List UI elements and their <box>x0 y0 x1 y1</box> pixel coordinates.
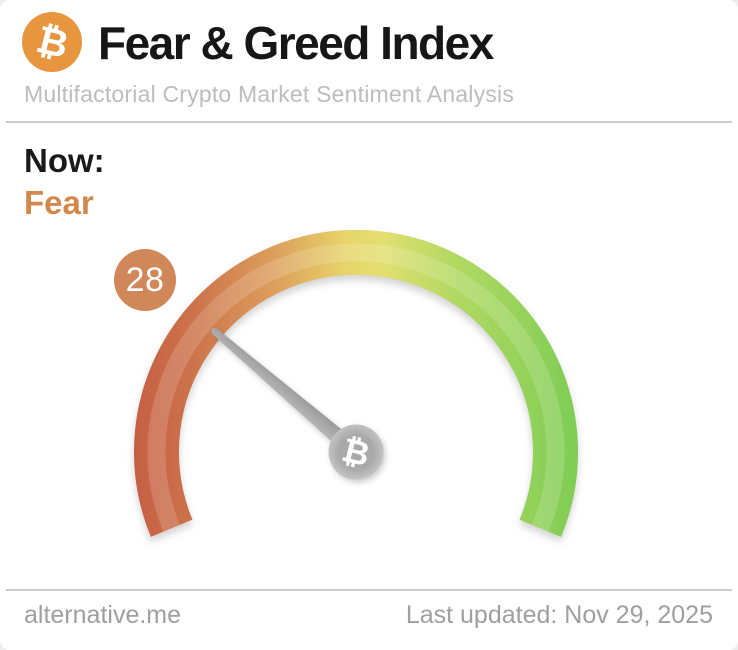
last-updated-label: Last updated: Nov 29, 2025 <box>405 601 713 629</box>
bitcoin-icon: ₿ <box>22 12 82 72</box>
gauge-arc <box>134 230 578 537</box>
header-divider <box>6 121 732 123</box>
sentiment-value-label: Fear <box>24 184 94 221</box>
now-label: Now: <box>24 142 105 179</box>
gauge-value: 28 <box>125 260 165 299</box>
page-subtitle: Multifactorial Crypto Market Sentiment A… <box>24 81 515 107</box>
page-title: Fear & Greed Index <box>98 17 494 69</box>
footer-divider <box>6 589 732 591</box>
gauge-needle <box>211 327 362 459</box>
gauge-value-badge: 28 <box>114 249 176 311</box>
gauge-hub: ₿ <box>328 424 384 480</box>
source-link[interactable]: alternative.me <box>24 601 182 629</box>
